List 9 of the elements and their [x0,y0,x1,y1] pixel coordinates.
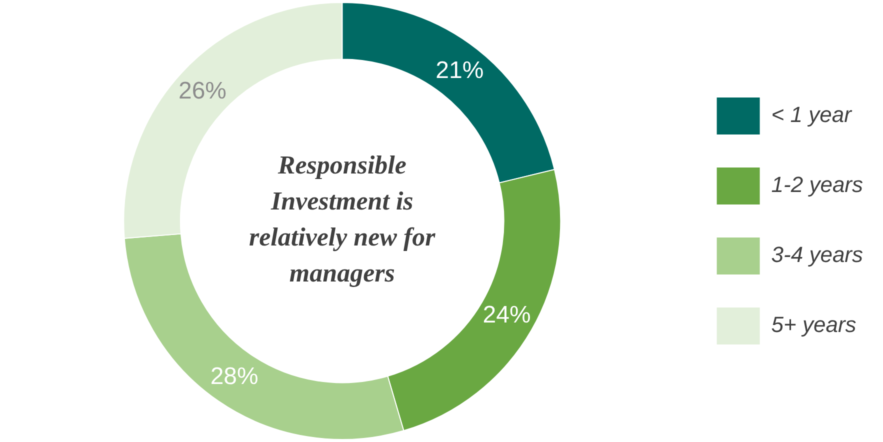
data-label: 28% [210,363,258,390]
text: Responsible Investment is relatively new for managers [249,150,436,288]
data-label: 24% [482,302,531,329]
data-label: 26% [178,78,227,105]
legend-label: 1-2 years [771,172,864,198]
data-label: 21% [436,57,484,84]
legend-label: 5+ years [771,312,856,338]
legend-label: < 1 year [771,102,854,128]
legend-label: 3-4 years [771,242,864,268]
